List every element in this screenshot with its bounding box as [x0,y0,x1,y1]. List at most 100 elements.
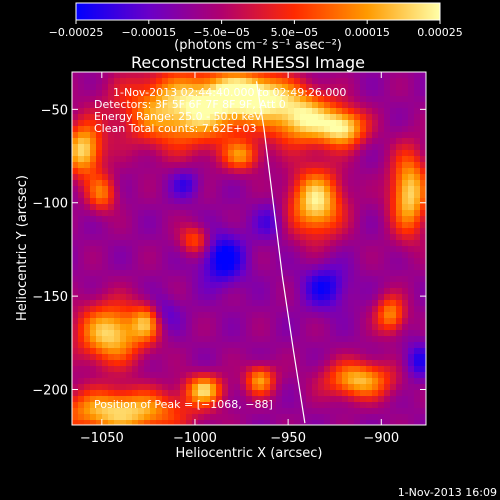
heatmap-cell [318,108,325,115]
heatmap-cell [78,414,85,421]
heatmap-cell [180,120,187,127]
heatmap-cell [390,270,397,277]
heatmap-cell [246,318,253,325]
heatmap-cell [204,282,211,289]
heatmap-cell [354,174,361,181]
heatmap-cell [318,132,325,139]
heatmap-cell [348,228,355,235]
heatmap-cell [282,210,289,217]
heatmap-cell [276,228,283,235]
heatmap-cell [414,360,421,367]
heatmap-cell [102,378,109,385]
heatmap-cell [150,306,157,313]
heatmap-cell [252,414,259,421]
heatmap-cell [300,198,307,205]
heatmap-cell [174,108,181,115]
heatmap-cell [300,306,307,313]
heatmap-cell [162,174,169,181]
heatmap-cell [240,342,247,349]
heatmap-cell [192,342,199,349]
heatmap-cell [336,276,343,283]
heatmap-cell [288,90,295,97]
heatmap-cell [420,144,427,151]
heatmap-cell [336,84,343,91]
heatmap-cell [156,78,163,85]
heatmap-cell [84,84,91,91]
heatmap-cell [342,72,349,79]
heatmap-cell [168,114,175,121]
heatmap-cell [228,348,235,355]
heatmap-cell [378,120,385,127]
heatmap-cell [420,306,427,313]
heatmap-cell [354,156,361,163]
heatmap-cell [114,132,121,139]
heatmap-cell [78,228,85,235]
heatmap-cell [120,378,127,385]
heatmap-cell [396,282,403,289]
heatmap-cell [216,366,223,373]
heatmap-cell [228,342,235,349]
heatmap-cell [138,204,145,211]
heatmap-cell [318,114,325,121]
heatmap-cell [96,180,103,187]
heatmap-cell [396,186,403,193]
heatmap-cell [114,282,121,289]
heatmap-cell [78,378,85,385]
heatmap-cell [216,234,223,241]
heatmap-cell [180,408,187,415]
heatmap-cell [288,204,295,211]
heatmap-cell [144,78,151,85]
heatmap-cell [108,282,115,289]
heatmap-cell [378,360,385,367]
heatmap-cell [156,234,163,241]
heatmap-cell [162,408,169,415]
heatmap-cell [72,204,79,211]
heatmap-cell [114,366,121,373]
heatmap-cell [132,198,139,205]
heatmap-cell [264,78,271,85]
heatmap-cell [354,114,361,121]
heatmap-cell [120,174,127,181]
heatmap-cell [108,264,115,271]
heatmap-cell [372,264,379,271]
heatmap-cell [354,354,361,361]
heatmap-cell [336,96,343,103]
heatmap-cell [138,198,145,205]
heatmap-cell [180,204,187,211]
heatmap-cell [306,306,313,313]
heatmap-cell [144,360,151,367]
heatmap-cell [390,216,397,223]
heatmap-cell [78,372,85,379]
heatmap-cell [402,294,409,301]
heatmap-cell [294,282,301,289]
heatmap-cell [342,288,349,295]
heatmap-cell [342,132,349,139]
heatmap-cell [396,102,403,109]
heatmap-cell [210,144,217,151]
heatmap-cell [216,156,223,163]
heatmap-cell [258,408,265,415]
heatmap-cell [240,144,247,151]
heatmap-cell [150,294,157,301]
heatmap-cell [300,228,307,235]
heatmap-cell [240,252,247,259]
heatmap-cell [174,144,181,151]
heatmap-cell [234,90,241,97]
heatmap-cell [90,246,97,253]
heatmap-cell [378,366,385,373]
heatmap-cell [252,282,259,289]
heatmap-cell [150,222,157,229]
heatmap-cell [126,348,133,355]
heatmap-cell [198,420,205,426]
heatmap-cell [312,102,319,109]
heatmap-cell [336,384,343,391]
heatmap-cell [126,396,133,403]
heatmap-cell [252,366,259,373]
heatmap-cell [96,324,103,331]
heatmap-cell [288,72,295,79]
heatmap-cell [342,294,349,301]
heatmap-cell [414,414,421,421]
heatmap-cell [168,78,175,85]
heatmap-cell [264,318,271,325]
heatmap-cell [366,90,373,97]
